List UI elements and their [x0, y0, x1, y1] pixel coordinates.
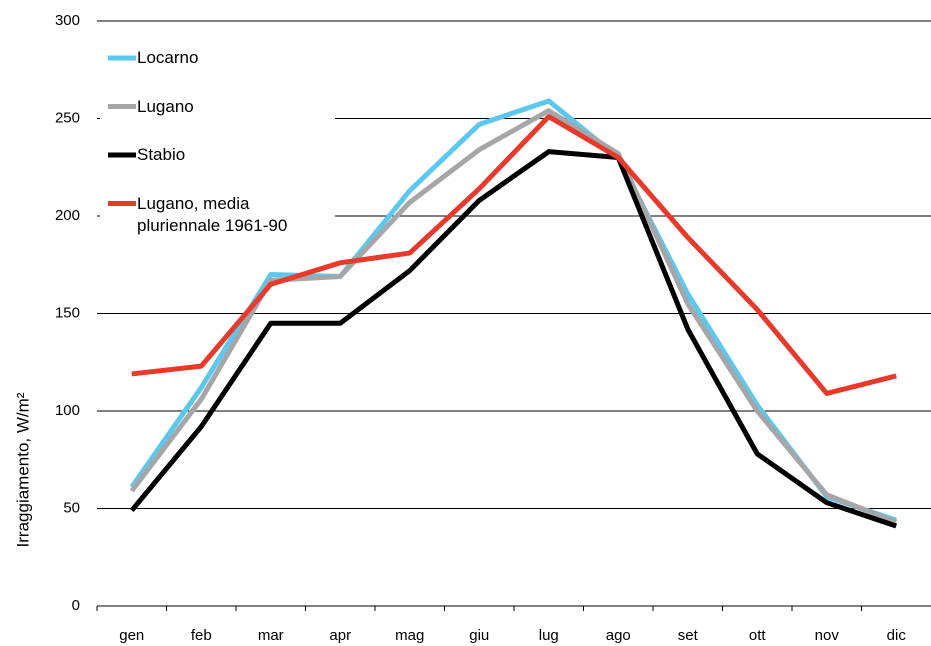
legend-label: Stabio	[137, 145, 186, 164]
series-line	[129, 149, 898, 529]
x-tick-label: mar	[258, 627, 284, 644]
x-tick-label: set	[678, 627, 699, 644]
legend-entry: Lugano, media pluriennale 1961-90	[137, 193, 288, 235]
y-axis-label: Irraggiamento, W/m²	[13, 392, 32, 547]
series-line	[131, 114, 897, 396]
x-tick-label: lug	[539, 627, 559, 644]
x-tick-label: dic	[887, 627, 907, 644]
x-tick-label: ott	[749, 627, 767, 644]
y-tick-label: 250	[55, 109, 80, 126]
legend-entry: Lugano	[137, 96, 194, 116]
x-tick-label: mag	[395, 627, 424, 644]
y-tick-label: 50	[63, 499, 80, 516]
x-tick-label: apr	[329, 627, 351, 644]
y-tick-label: 300	[55, 12, 80, 29]
legend-background	[100, 40, 335, 245]
series-line	[129, 98, 898, 523]
y-tick-label: 200	[55, 207, 80, 224]
x-tick-label: giu	[469, 627, 489, 644]
legend-label: Lugano, media pluriennale 1961-90	[137, 193, 288, 235]
x-tick-label: feb	[191, 627, 212, 644]
legend-entry: Locarno	[137, 48, 199, 67]
legend-entry: Stabio	[137, 145, 186, 164]
x-tick-label: gen	[119, 627, 144, 644]
y-tick-label: 100	[55, 402, 80, 419]
legend-label: Lugano	[137, 96, 194, 116]
legend-label: Locarno	[137, 48, 199, 67]
y-tick-label: 150	[55, 304, 80, 321]
y-tick-label: 0	[72, 597, 80, 614]
x-tick-label: nov	[815, 627, 840, 644]
x-tick-label: ago	[606, 627, 631, 644]
